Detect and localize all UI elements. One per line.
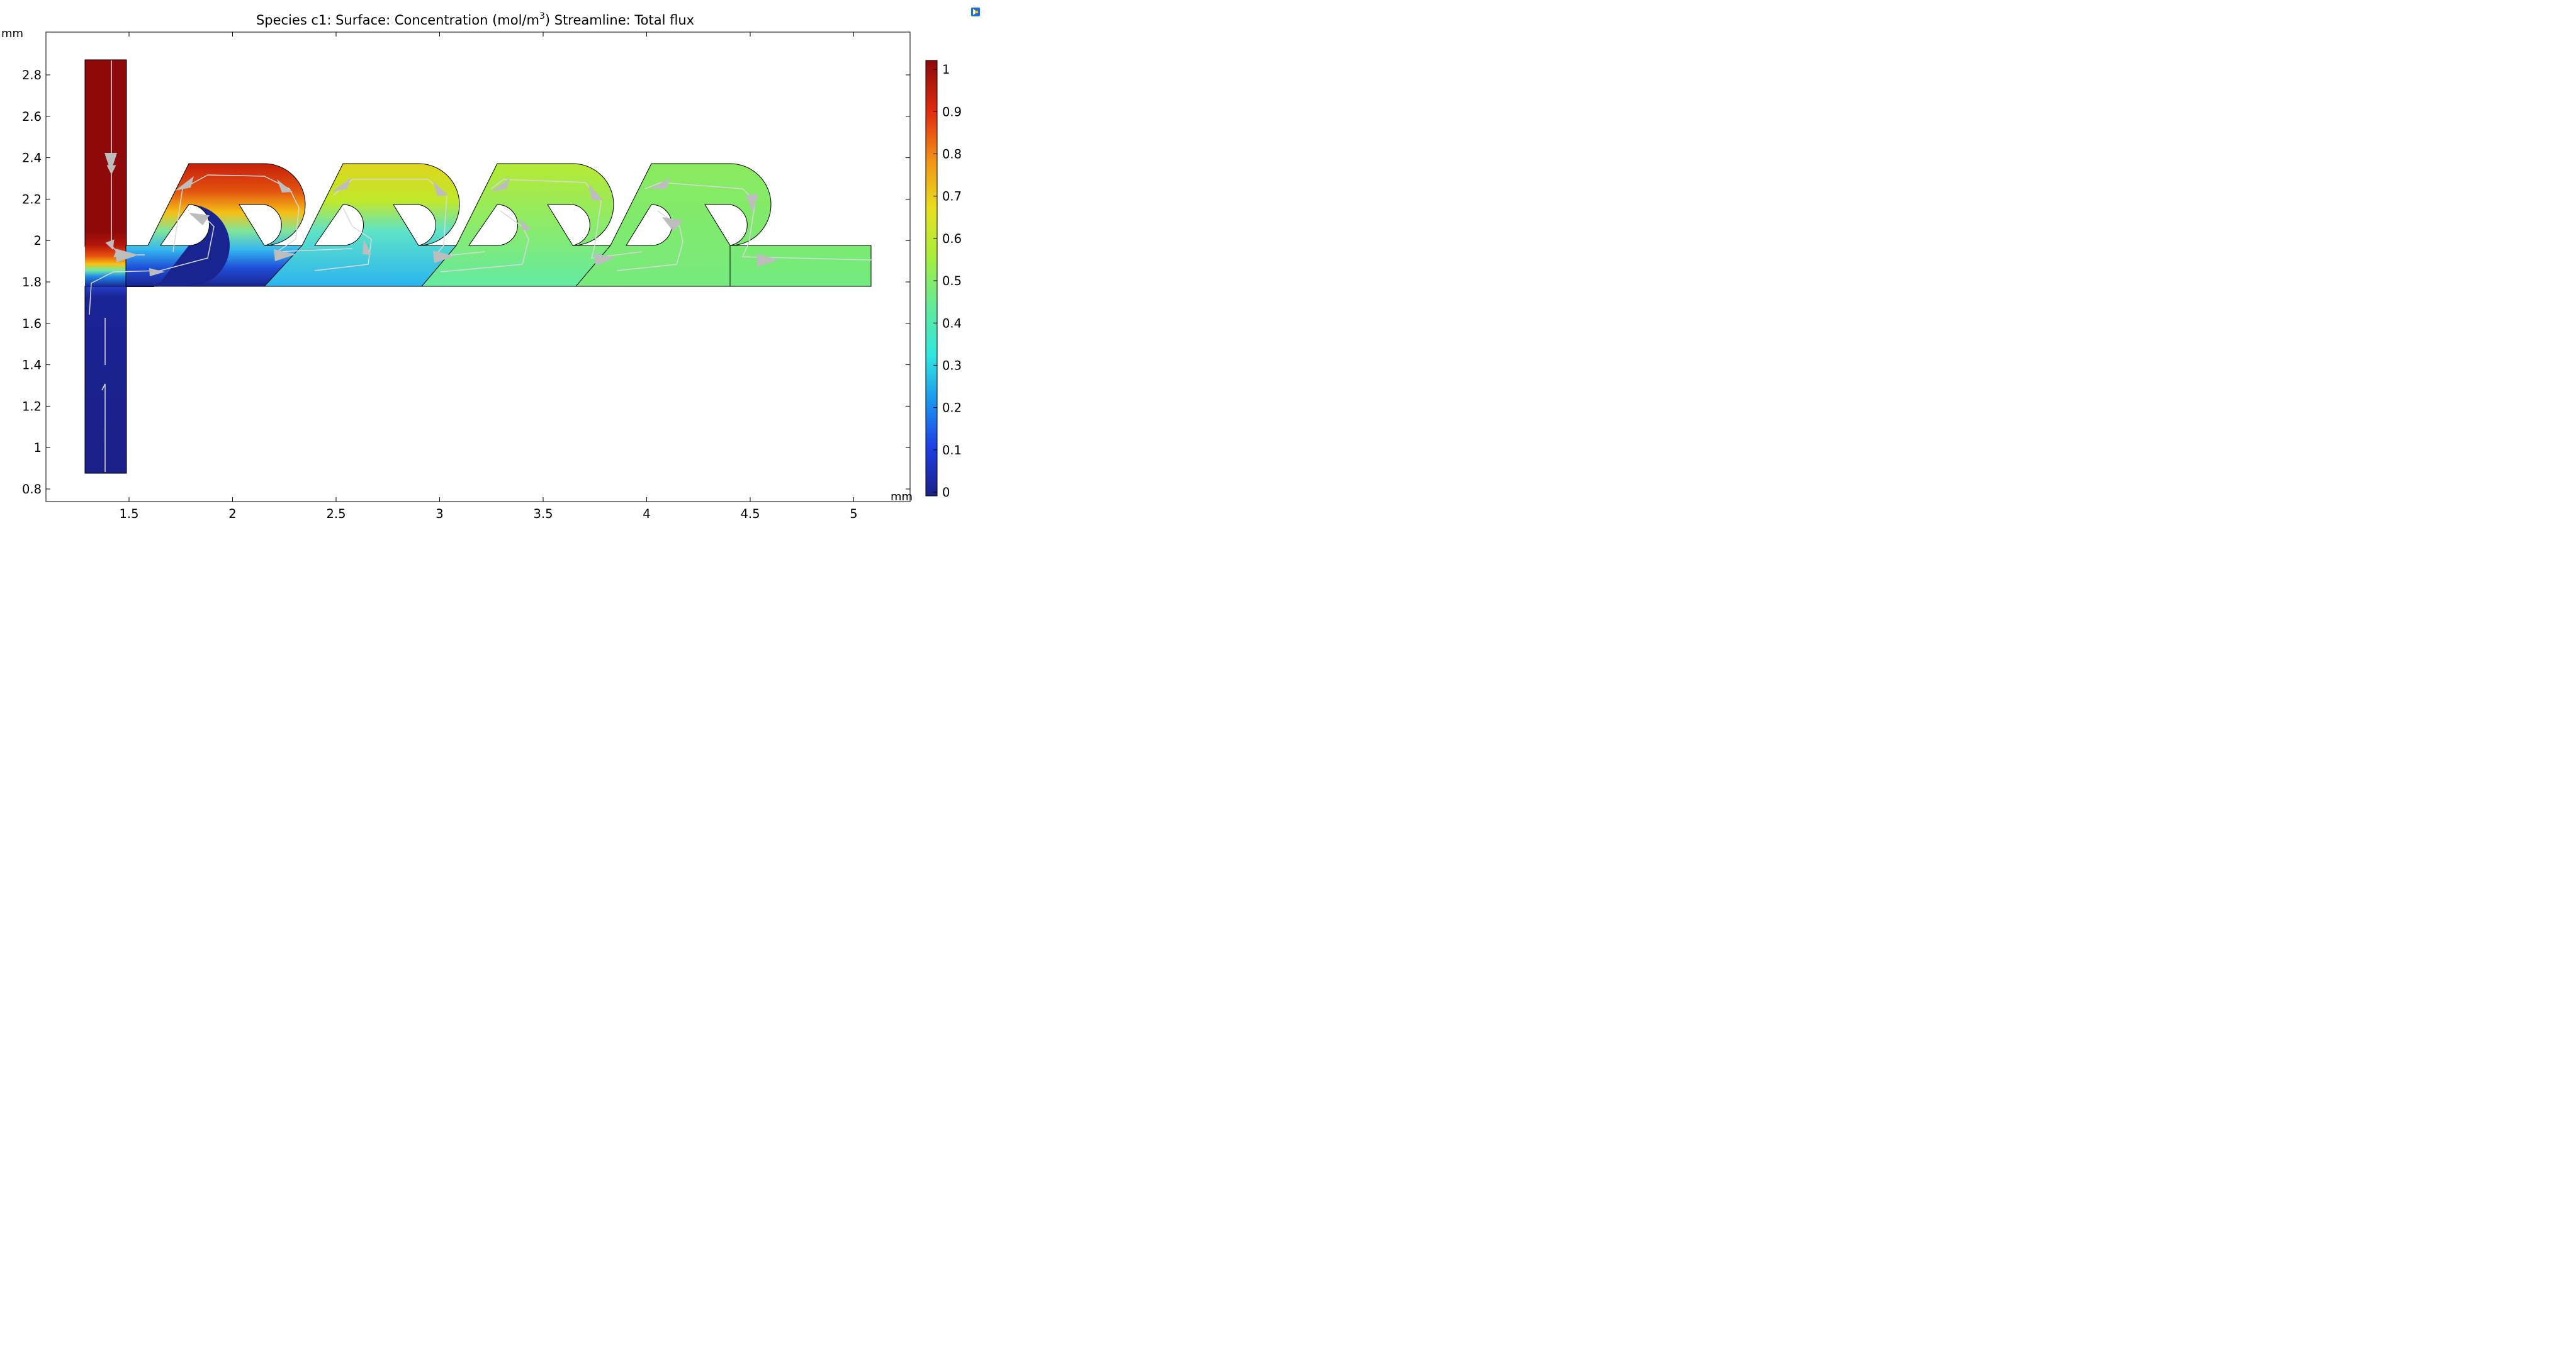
flux-arrow	[662, 217, 683, 232]
flux-arrow	[149, 268, 165, 276]
y-axis-unit: mm	[1, 27, 23, 40]
flux-arrow	[274, 249, 296, 261]
flux-arrow	[115, 249, 138, 262]
colorbar-tick-label: 0.5	[942, 274, 962, 288]
x-tick-label: 5	[850, 507, 857, 519]
y-tick-label: 1.4	[22, 358, 42, 373]
x-axis: 1.5 2 2.5 3 3.5 4 4.5 5	[119, 32, 858, 519]
streamline-junction	[89, 213, 215, 315]
x-axis-unit: mm	[891, 490, 913, 503]
flux-arrow	[363, 239, 371, 255]
streamline-unit-2-bottom	[314, 207, 372, 271]
flux-arrow	[277, 179, 293, 193]
y-tick-label: 0.8	[22, 482, 42, 497]
y-tick-label: 2.4	[22, 151, 42, 166]
streamline-unit-1-top	[172, 174, 290, 252]
island-4b	[704, 204, 748, 246]
colorbar-tick-label: 0.9	[942, 104, 962, 119]
colorbar-ticks: 0 0.1 0.2 0.3 0.4 0.5 0.6 0.7 0.8 0.9 1	[933, 62, 962, 500]
flux-arrow	[433, 250, 454, 263]
colorbar-tick-label: 0.8	[942, 147, 962, 162]
flux-arrow	[189, 213, 210, 225]
chart-canvas: Species c1: Surface: Concentration (mol/…	[1, 6, 982, 519]
y-tick-label: 1.6	[22, 317, 42, 331]
y-tick-label: 1.8	[22, 275, 42, 289]
x-tick-label: 2.5	[326, 507, 346, 519]
x-tick-label: 3	[436, 507, 443, 519]
flux-arrow	[594, 253, 616, 266]
y-tick-label: 1.2	[22, 399, 42, 413]
colorbar-tick-label: 0	[942, 485, 950, 500]
flux-arrow	[433, 181, 448, 196]
comsol-logo-icon	[969, 6, 982, 18]
flux-arrow	[520, 219, 532, 230]
chart-title: Species c1: Surface: Concentration (mol/…	[256, 11, 694, 28]
y-tick-label: 1	[34, 441, 42, 455]
colorbar-tick-label: 0.2	[942, 401, 962, 415]
colorbar-tick-label: 0.7	[942, 189, 962, 204]
flux-arrow	[332, 178, 351, 192]
colorbar-tick-label: 0.3	[942, 358, 962, 373]
island-1b	[239, 204, 282, 246]
colorbar-tick-label: 0.6	[942, 232, 962, 246]
streamline-unit-3-top	[490, 179, 643, 259]
y-tick-label: 2.2	[22, 192, 42, 206]
flux-arrow	[757, 254, 779, 267]
title-main: Species c1: Surface: Concentration (mol/…	[256, 13, 539, 28]
streamline-bottom-inlet	[101, 383, 106, 472]
island-2a	[314, 204, 364, 246]
inlet-bottom	[84, 286, 127, 474]
x-tick-label: 1.5	[119, 507, 138, 519]
flux-arrows	[104, 153, 779, 276]
island-3b	[547, 204, 590, 246]
mixing-unit-1-lower-loop	[157, 205, 230, 286]
x-tick-label: 3.5	[533, 507, 553, 519]
x-tick-label: 4	[643, 507, 650, 519]
title-rest: ) Streamline: Total flux	[545, 13, 694, 28]
y-tick-label: 2	[34, 233, 42, 248]
x-tick-label: 4.5	[740, 507, 760, 519]
y-tick-label: 2.8	[22, 68, 42, 82]
flux-arrow	[490, 178, 510, 192]
colorbar-tick-label: 0.1	[942, 443, 962, 458]
flux-arrow	[746, 194, 758, 213]
colorbar-tick-label: 1	[942, 62, 950, 77]
outlet-channel	[729, 245, 872, 287]
flux-arrow	[650, 178, 670, 189]
flux-arrow	[588, 184, 603, 200]
streamline-unit-3-bottom	[440, 210, 529, 273]
colorbar-tick-label: 0.4	[942, 316, 962, 330]
title-superscript: 3	[539, 11, 545, 21]
flux-arrow	[175, 176, 194, 191]
colorbar	[925, 60, 938, 497]
flux-arrow	[104, 153, 117, 172]
y-tick-label: 2.6	[22, 110, 42, 124]
island-2b	[393, 204, 436, 246]
streamline-unit-1-2	[275, 188, 353, 252]
x-tick-label: 2	[228, 507, 236, 519]
y-axis: 0.8 1 1.2 1.4 1.6 1.8 2 2.2 2.4 2.6 2.8	[22, 68, 910, 497]
